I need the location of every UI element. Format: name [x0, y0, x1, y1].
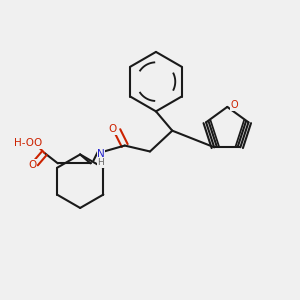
Text: N: N [97, 149, 105, 159]
Text: O: O [230, 100, 238, 110]
Text: O: O [28, 160, 36, 170]
Text: O: O [33, 138, 41, 148]
Text: H: H [25, 139, 32, 148]
Text: H-O: H-O [14, 138, 34, 148]
Text: H: H [98, 158, 104, 167]
Text: O: O [109, 124, 117, 134]
